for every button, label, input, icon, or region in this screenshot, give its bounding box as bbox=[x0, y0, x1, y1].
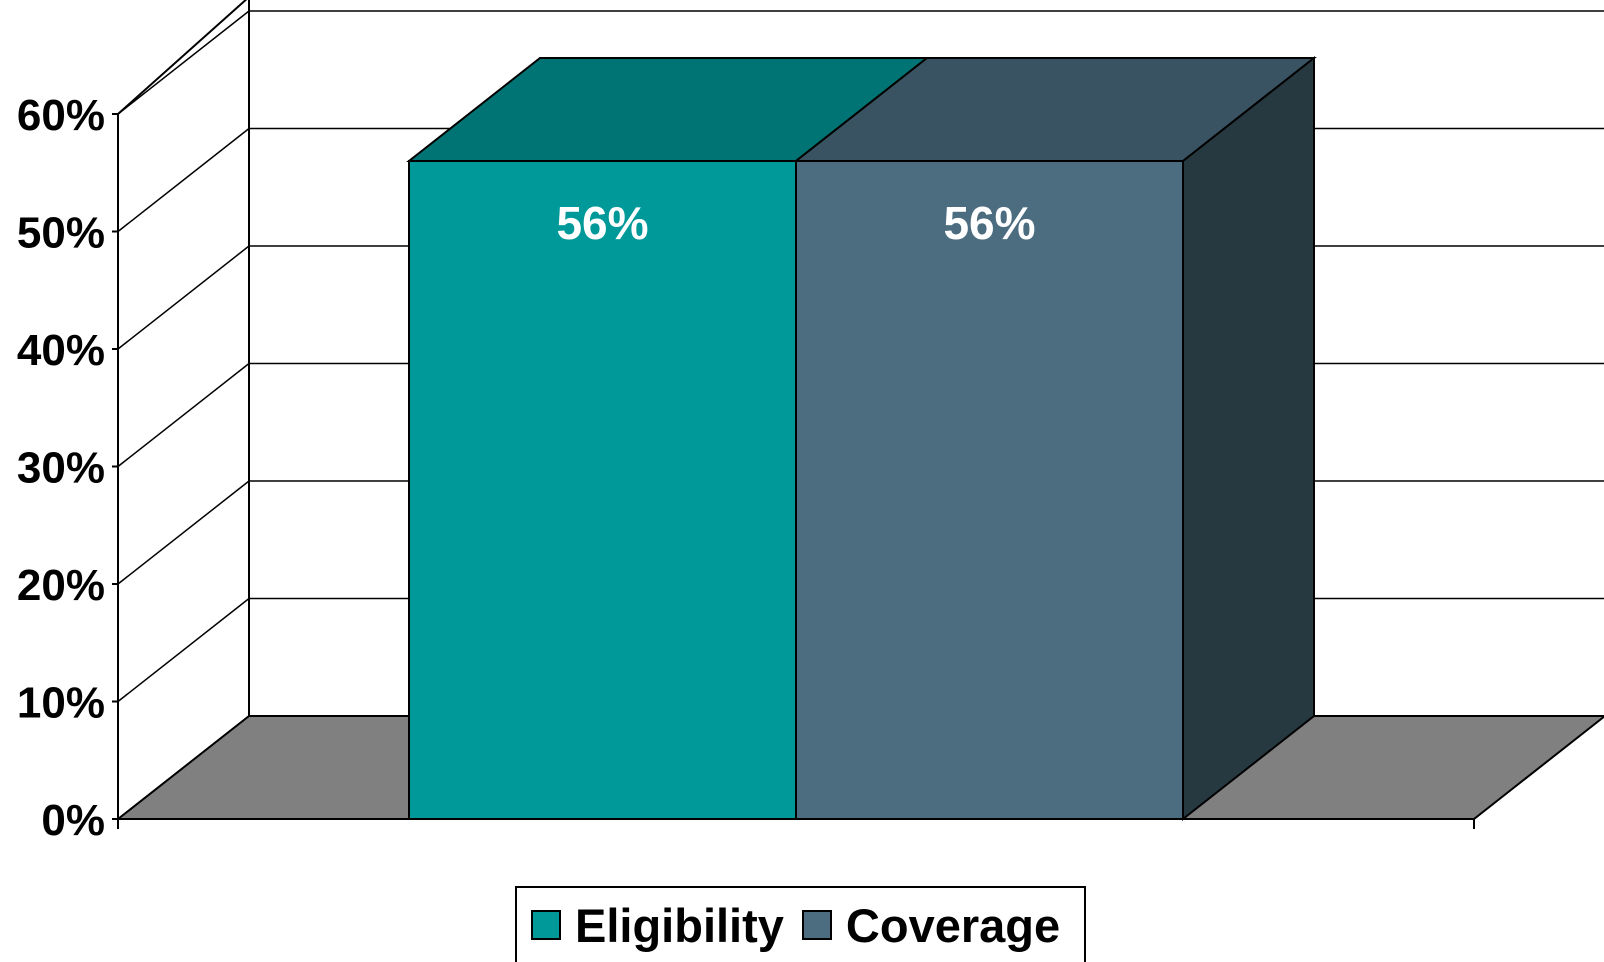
legend: Eligibility Coverage bbox=[515, 886, 1086, 962]
y-tick-label-3: 30% bbox=[17, 444, 105, 493]
gridline-side-6 bbox=[117, 10, 250, 115]
legend-item-eligibility: Eligibility bbox=[531, 898, 784, 953]
gridline-side-1 bbox=[117, 597, 250, 703]
y-tick-label-1: 10% bbox=[17, 679, 105, 728]
legend-swatch-eligibility bbox=[531, 910, 561, 940]
tick-labels: 0% 10% 20% 30% 40% 50% 60% bbox=[17, 91, 105, 845]
gridline-side-5 bbox=[117, 127, 250, 233]
side-wall-top-edge bbox=[117, 0, 248, 115]
gridline-side-2 bbox=[117, 480, 250, 585]
legend-item-coverage: Coverage bbox=[801, 898, 1061, 953]
y-tick-label-5: 50% bbox=[17, 209, 105, 258]
gridline-side-3 bbox=[117, 362, 250, 468]
bars bbox=[406, 55, 1317, 822]
y-tick-label-0: 0% bbox=[41, 796, 105, 845]
bar-eligibility bbox=[408, 160, 797, 820]
data-labels: 56% 56% bbox=[556, 197, 1035, 249]
y-tick-label-6: 60% bbox=[17, 91, 105, 140]
gridline-side-4 bbox=[117, 245, 250, 350]
legend-label-coverage: Coverage bbox=[845, 898, 1061, 952]
bar-side-coverage bbox=[1182, 55, 1315, 822]
legend-swatch-coverage bbox=[801, 910, 832, 940]
bar-coverage bbox=[795, 160, 1184, 820]
data-label-coverage: 56% bbox=[943, 197, 1035, 249]
y-tick-label-2: 20% bbox=[17, 561, 105, 610]
legend-label-eligibility: Eligibility bbox=[575, 898, 784, 952]
chart-walls bbox=[117, 0, 250, 716]
data-label-eligibility: 56% bbox=[556, 197, 648, 249]
y-tick-label-4: 40% bbox=[17, 326, 105, 375]
